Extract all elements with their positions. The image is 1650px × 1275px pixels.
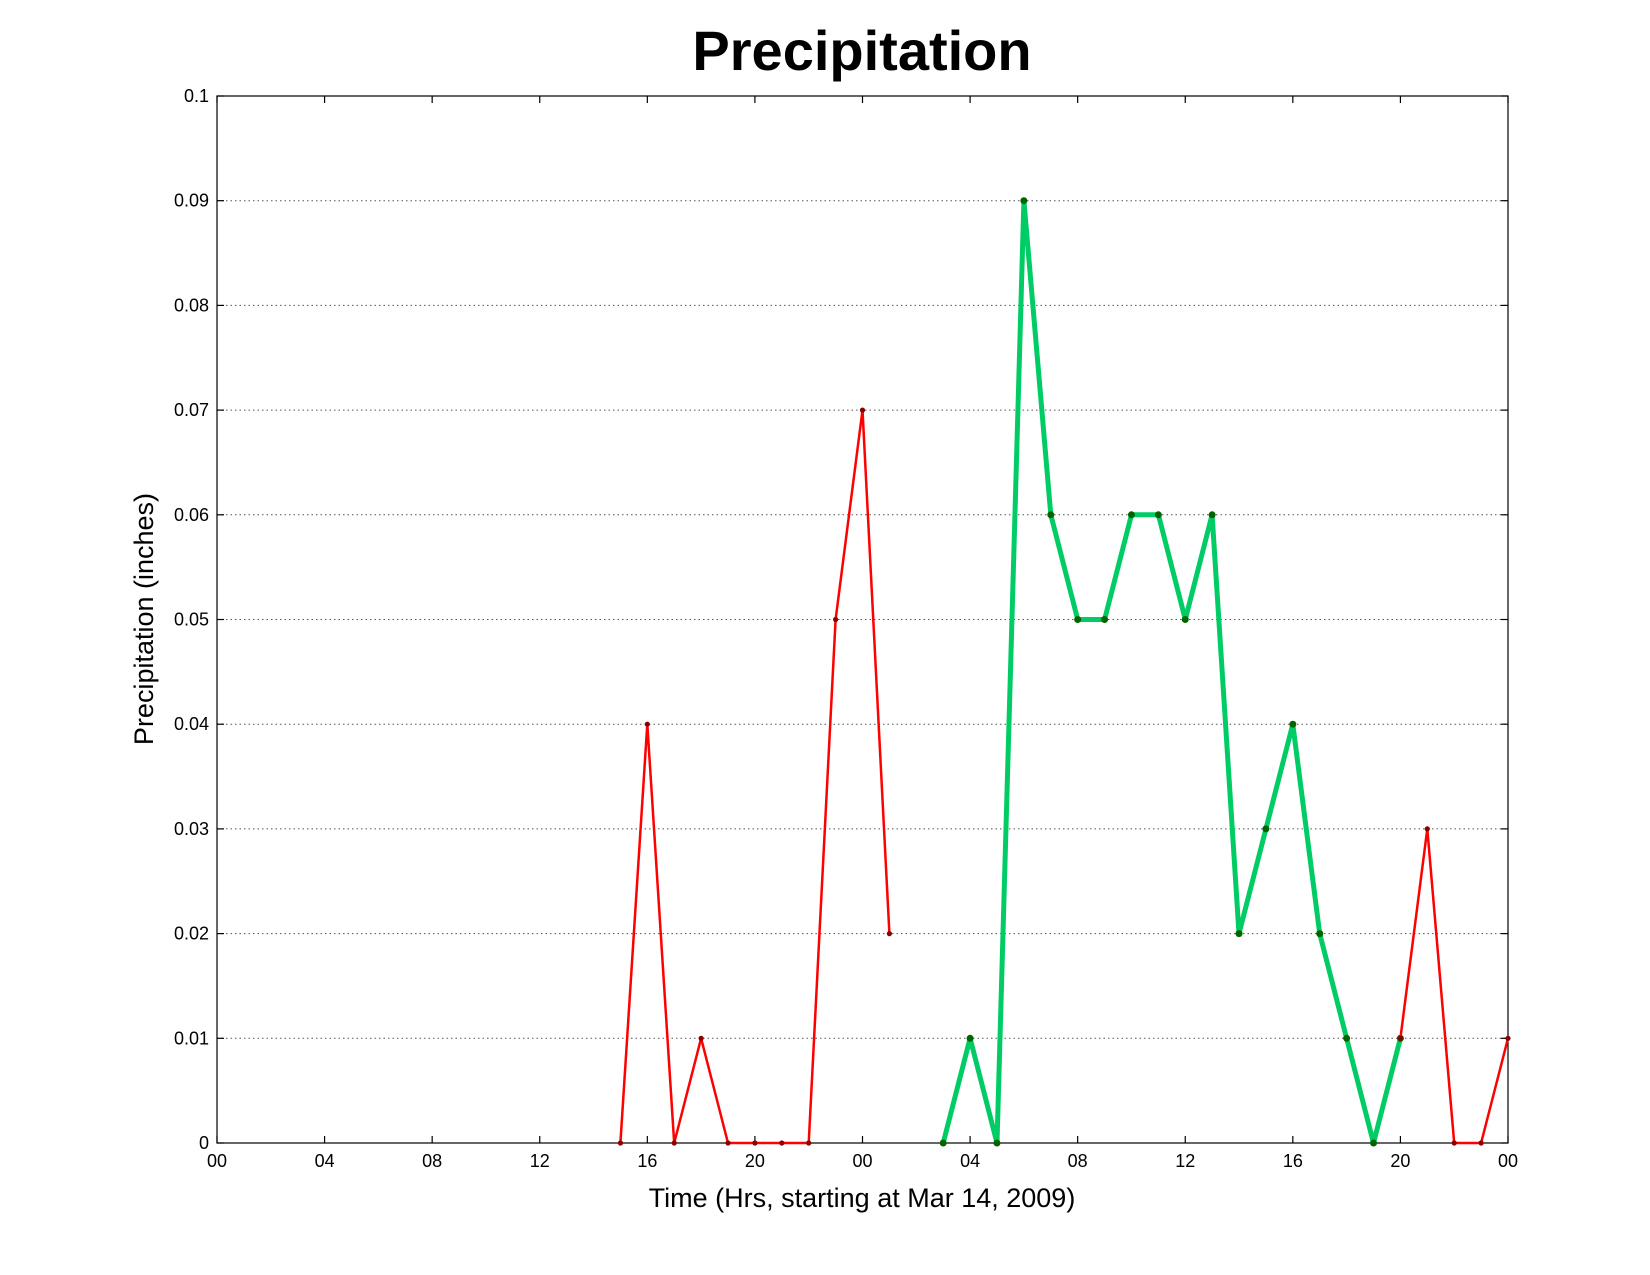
y-tick-label: 0.05 (174, 610, 209, 630)
data-point (993, 1139, 1001, 1147)
data-point (1047, 511, 1055, 519)
series-2 (939, 197, 1404, 1147)
series-line (940, 198, 1403, 1146)
y-tick-label: 0.03 (174, 819, 209, 839)
data-point (1181, 616, 1189, 623)
chart-title: Precipitation (692, 19, 1031, 82)
series-3 (1397, 826, 1511, 1146)
x-tick-label: 16 (1283, 1151, 1303, 1171)
y-tick-label: 0.02 (174, 924, 209, 944)
data-point (939, 1139, 947, 1147)
data-point (779, 1140, 785, 1146)
y-tick-label: 0.1 (184, 86, 209, 106)
series-line (1399, 827, 1510, 1145)
x-axis-label: Time (Hrs, starting at Mar 14, 2009) (649, 1183, 1076, 1213)
series-line (619, 408, 891, 1145)
data-point (806, 1140, 812, 1146)
data-point (886, 931, 892, 937)
x-tick-label: 04 (315, 1151, 335, 1171)
data-series (617, 197, 1511, 1147)
data-point (1262, 825, 1270, 833)
y-tick-label: 0.01 (174, 1028, 209, 1048)
data-point (698, 1035, 704, 1041)
x-tick-label: 08 (1068, 1151, 1088, 1171)
y-tick-labels: 0 0.01 0.02 0.03 0.04 0.05 0.06 0.07 0.08 0.09 0.1 (174, 86, 209, 1153)
data-point (966, 1034, 974, 1042)
data-point (671, 1140, 677, 1146)
x-tick-label: 12 (530, 1151, 550, 1171)
series-1 (617, 407, 892, 1146)
data-point (617, 1140, 624, 1146)
x-tick-label: 20 (1390, 1151, 1410, 1171)
x-tick-label: 04 (960, 1151, 980, 1171)
grid-lines (217, 200, 1508, 1039)
x-tick-label: 20 (745, 1151, 765, 1171)
data-point (1074, 616, 1082, 623)
y-tick-label: 0.08 (174, 295, 209, 315)
data-point (859, 407, 866, 413)
y-tick-label: 0.09 (174, 191, 209, 211)
data-point (1127, 511, 1135, 519)
data-point (1235, 930, 1243, 938)
y-axis-label: Precipitation (inches) (129, 493, 159, 745)
data-point (752, 1140, 758, 1146)
y-tick-label: 0 (199, 1133, 209, 1153)
data-point (1289, 720, 1297, 728)
data-point (644, 721, 650, 727)
data-point (1343, 1034, 1351, 1042)
x-tick-label: 12 (1175, 1151, 1195, 1171)
y-tick-label: 0.07 (174, 400, 209, 420)
x-tick-label: 08 (422, 1151, 442, 1171)
data-point (1101, 616, 1109, 623)
data-point (1478, 1140, 1484, 1146)
y-tick-label: 0.06 (174, 505, 209, 525)
data-point (1316, 930, 1324, 938)
data-point (833, 616, 839, 623)
data-point (725, 1140, 731, 1146)
data-point (1208, 511, 1216, 519)
data-point (1397, 1035, 1404, 1041)
data-point (1020, 197, 1028, 205)
x-tick-label: 00 (1498, 1151, 1518, 1171)
axis-ticks (216, 95, 1509, 1144)
x-tick-label: 16 (637, 1151, 657, 1171)
data-point (1451, 1140, 1457, 1146)
data-point (1370, 1139, 1378, 1147)
data-point (1424, 826, 1430, 832)
x-tick-label: 00 (207, 1151, 227, 1171)
x-tick-label: 00 (852, 1151, 872, 1171)
y-tick-label: 0.04 (174, 714, 209, 734)
data-point (1154, 511, 1162, 519)
data-point (1505, 1035, 1511, 1041)
x-tick-labels: 00 04 08 12 16 20 00 04 08 12 16 20 00 (207, 1151, 1518, 1171)
